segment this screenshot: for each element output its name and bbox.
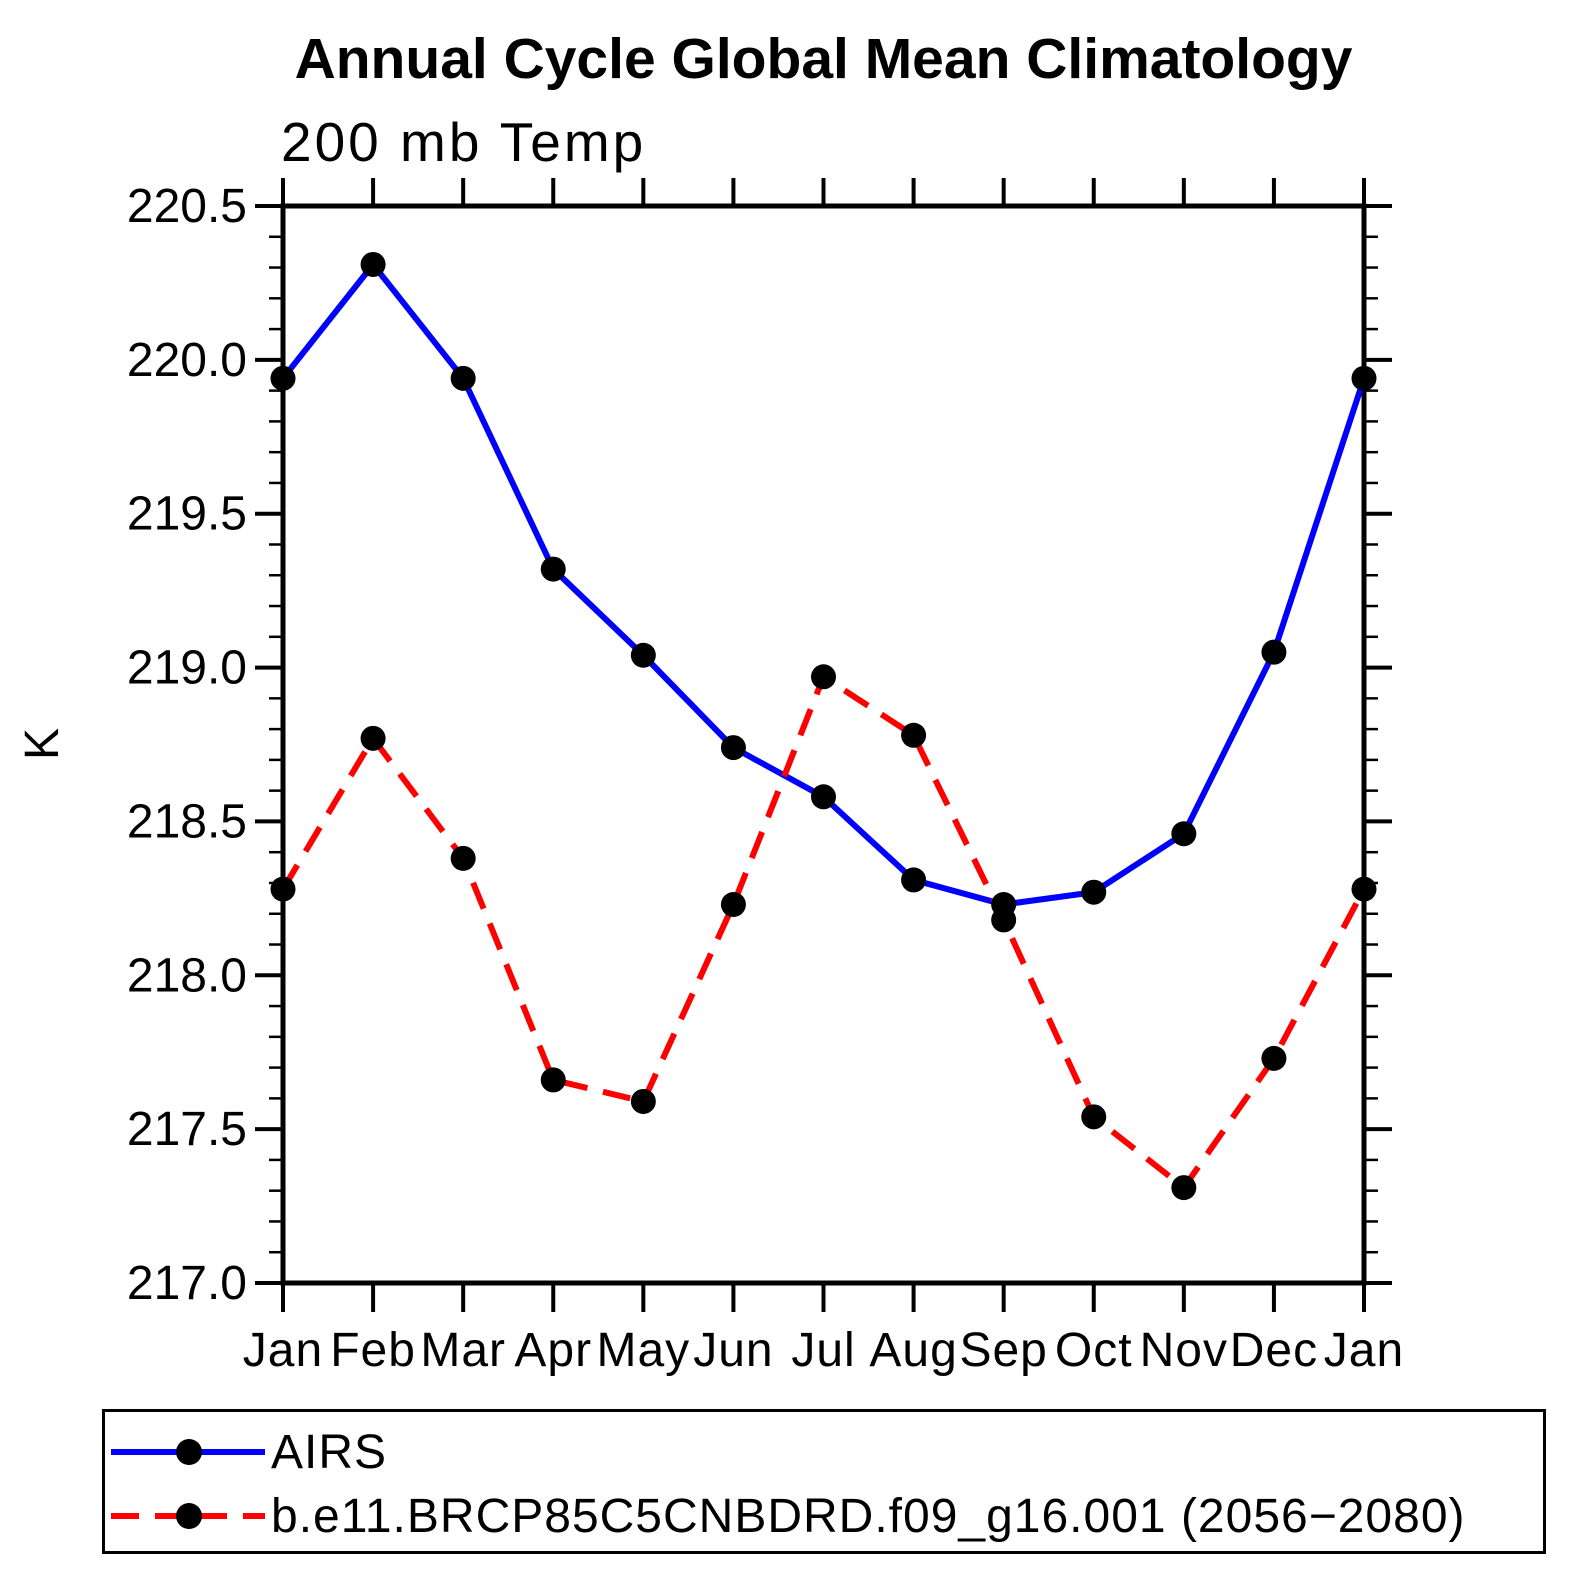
- data-point-marker: [630, 1088, 656, 1114]
- x-tick-label: Jun: [693, 1324, 773, 1377]
- legend-box: AIRS b.e11.BRCP85C5CNBDRD.f09_g16.001 (2…: [102, 1409, 1546, 1554]
- data-point-marker: [1351, 365, 1377, 391]
- data-point-marker: [360, 725, 386, 751]
- x-tick-label: Apr: [514, 1324, 592, 1377]
- legend-marker-dot: [176, 1439, 202, 1465]
- legend-marker-dot: [176, 1503, 202, 1529]
- data-point-marker: [1351, 876, 1377, 902]
- y-tick-label: 218.0: [127, 949, 247, 1002]
- x-tick-label: Nov: [1140, 1324, 1228, 1377]
- data-point-marker: [1171, 821, 1197, 847]
- y-tick-label: 219.0: [127, 642, 247, 695]
- data-point-marker: [540, 556, 566, 582]
- y-tick-label: 219.5: [127, 488, 247, 541]
- y-tick-label: 220.0: [127, 334, 247, 387]
- x-tick-label: Oct: [1055, 1324, 1133, 1377]
- data-point-marker: [1081, 879, 1107, 905]
- x-tick-label: Aug: [869, 1324, 957, 1377]
- chart-subtitle: 200 mb Temp: [281, 111, 647, 173]
- data-point-marker: [540, 1067, 566, 1093]
- data-point-marker: [901, 722, 927, 748]
- data-point-marker: [901, 867, 927, 893]
- data-point-marker: [720, 892, 746, 918]
- data-point-marker: [450, 845, 476, 871]
- legend-label-airs: AIRS: [271, 1425, 388, 1479]
- data-point-marker: [1081, 1104, 1107, 1130]
- legend-row-model: b.e11.BRCP85C5CNBDRD.f09_g16.001 (2056−2…: [105, 1486, 1543, 1546]
- data-point-marker: [450, 365, 476, 391]
- legend-row-airs: AIRS: [105, 1422, 1543, 1482]
- legend-label-model: b.e11.BRCP85C5CNBDRD.f09_g16.001 (2056−2…: [271, 1489, 1466, 1543]
- legend-line-sample-model: [111, 1503, 265, 1529]
- data-point-marker: [720, 735, 746, 761]
- x-tick-label: Sep: [959, 1324, 1047, 1377]
- x-tick-label: Jan: [243, 1324, 323, 1377]
- plot-frame: [280, 203, 1367, 1286]
- x-tick-label: Dec: [1230, 1324, 1318, 1377]
- y-tick-label: 218.5: [127, 795, 247, 848]
- data-point-marker: [270, 876, 296, 902]
- data-point-marker: [270, 365, 296, 391]
- y-tick-label: 217.5: [127, 1103, 247, 1156]
- data-point-marker: [991, 907, 1017, 933]
- data-point-marker: [360, 251, 386, 277]
- x-tick-label: Jul: [791, 1324, 855, 1377]
- x-tick-label: Mar: [420, 1324, 506, 1377]
- legend-line-sample-airs: [111, 1439, 265, 1465]
- x-tick-label: May: [596, 1324, 690, 1377]
- data-point-marker: [811, 784, 836, 810]
- data-point-marker: [1171, 1175, 1197, 1201]
- y-tick-label: 217.0: [127, 1257, 247, 1310]
- data-point-marker: [1261, 639, 1287, 665]
- y-axis-title: K: [16, 728, 69, 760]
- x-tick-label: Jan: [1324, 1324, 1404, 1377]
- data-point-marker: [630, 642, 656, 668]
- series-line-model: [280, 672, 1367, 1192]
- data-point-marker: [1261, 1045, 1287, 1071]
- chart-title: Annual Cycle Global Mean Climatology: [294, 27, 1353, 91]
- data-point-marker: [811, 664, 836, 690]
- x-tick-label: Feb: [330, 1324, 416, 1377]
- y-tick-label: 220.5: [127, 180, 247, 233]
